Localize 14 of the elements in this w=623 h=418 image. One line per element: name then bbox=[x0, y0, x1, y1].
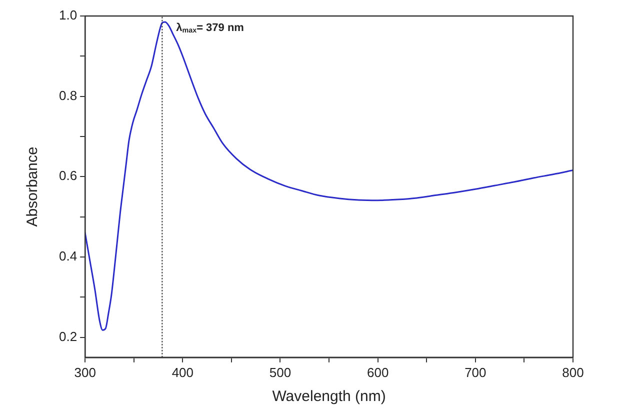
x-tick-label: 800 bbox=[562, 364, 584, 380]
x-tick-label: 700 bbox=[464, 364, 486, 380]
y-tick-label: 1.0 bbox=[58, 8, 78, 23]
x-tick-label: 300 bbox=[74, 364, 96, 380]
y-tick-label: 0.4 bbox=[58, 248, 78, 264]
x-tick-label: 400 bbox=[172, 364, 194, 380]
line-series bbox=[85, 21, 573, 331]
y-tick-label: 0.2 bbox=[58, 328, 78, 344]
y-axis-title: Absorbance bbox=[24, 146, 42, 227]
x-tick-label: 600 bbox=[366, 364, 389, 380]
x-axis-title: Wavelength (nm) bbox=[272, 388, 386, 406]
y-tick-label: 0.8 bbox=[58, 88, 78, 103]
y-tick-label: 0.6 bbox=[58, 168, 78, 184]
x-tick-label: 500 bbox=[269, 364, 292, 380]
